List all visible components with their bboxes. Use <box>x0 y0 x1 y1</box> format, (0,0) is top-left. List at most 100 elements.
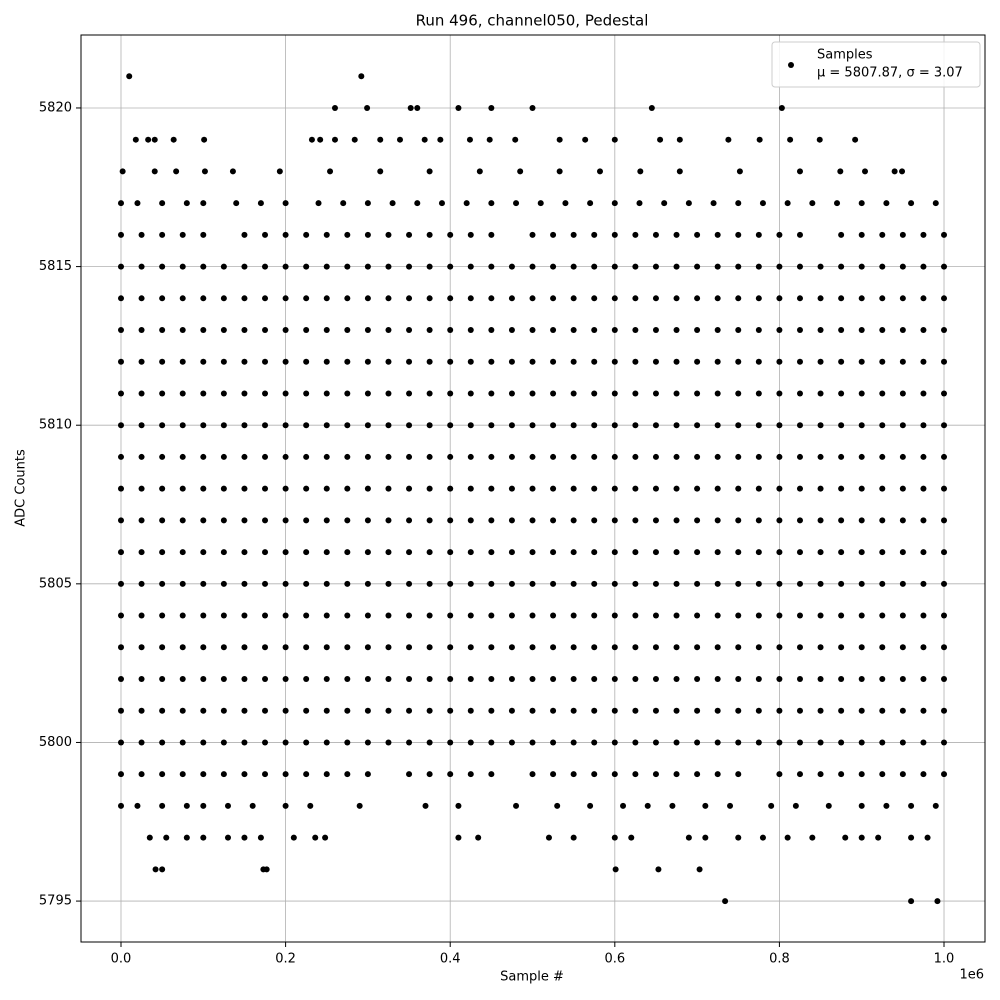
point <box>282 422 289 429</box>
point <box>426 327 433 334</box>
point <box>702 834 709 841</box>
point <box>437 136 444 143</box>
point <box>529 422 536 429</box>
point <box>276 168 283 175</box>
point <box>447 771 454 778</box>
point <box>200 802 207 809</box>
point <box>200 771 207 778</box>
point <box>858 707 865 714</box>
point <box>879 676 886 683</box>
point <box>159 676 166 683</box>
point <box>183 834 190 841</box>
point <box>426 517 433 524</box>
point <box>796 644 803 651</box>
point <box>406 453 413 460</box>
point <box>344 517 351 524</box>
point <box>262 422 269 429</box>
point <box>796 517 803 524</box>
point <box>899 707 906 714</box>
point <box>220 358 227 365</box>
point <box>714 485 721 492</box>
point <box>673 453 680 460</box>
point <box>145 136 152 143</box>
point <box>652 644 659 651</box>
point <box>220 263 227 270</box>
point <box>652 676 659 683</box>
point <box>550 771 557 778</box>
point <box>838 327 845 334</box>
point <box>632 453 639 460</box>
point <box>941 358 948 365</box>
point <box>899 327 906 334</box>
point <box>385 358 392 365</box>
point <box>241 390 248 397</box>
point <box>303 327 310 334</box>
point <box>755 231 762 238</box>
point <box>467 295 474 302</box>
point <box>556 136 563 143</box>
point <box>508 517 515 524</box>
point <box>755 517 762 524</box>
point <box>508 707 515 714</box>
point <box>796 676 803 683</box>
point <box>714 707 721 714</box>
point <box>407 104 414 111</box>
point <box>736 168 743 175</box>
point <box>159 580 166 587</box>
point <box>262 771 269 778</box>
point <box>220 295 227 302</box>
point <box>159 295 166 302</box>
point <box>652 517 659 524</box>
point <box>262 453 269 460</box>
point <box>249 802 256 809</box>
point <box>611 580 618 587</box>
point <box>200 517 207 524</box>
point <box>263 866 270 873</box>
point <box>920 231 927 238</box>
point <box>899 549 906 556</box>
point <box>200 612 207 619</box>
point <box>570 231 577 238</box>
point <box>241 707 248 714</box>
point <box>467 263 474 270</box>
point <box>537 200 544 207</box>
point <box>550 580 557 587</box>
point <box>344 358 351 365</box>
point <box>138 644 145 651</box>
point <box>899 485 906 492</box>
point <box>508 580 515 587</box>
point <box>406 485 413 492</box>
point <box>759 200 766 207</box>
point <box>344 390 351 397</box>
point <box>920 549 927 556</box>
point <box>809 834 816 841</box>
point <box>364 517 371 524</box>
x-axis-label: Sample # <box>500 970 564 985</box>
point <box>183 802 190 809</box>
point <box>550 453 557 460</box>
point <box>755 676 762 683</box>
point <box>591 771 598 778</box>
point <box>159 422 166 429</box>
point <box>714 676 721 683</box>
point <box>126 73 133 80</box>
point <box>920 707 927 714</box>
point <box>714 231 721 238</box>
point <box>385 231 392 238</box>
point <box>714 453 721 460</box>
point <box>323 739 330 746</box>
point <box>879 295 886 302</box>
point <box>714 739 721 746</box>
point <box>467 327 474 334</box>
point <box>117 453 124 460</box>
point <box>934 898 941 905</box>
point <box>673 485 680 492</box>
point <box>385 390 392 397</box>
point <box>389 200 396 207</box>
point <box>587 200 594 207</box>
point <box>241 327 248 334</box>
point <box>200 390 207 397</box>
point <box>179 390 186 397</box>
point <box>303 485 310 492</box>
point <box>262 707 269 714</box>
